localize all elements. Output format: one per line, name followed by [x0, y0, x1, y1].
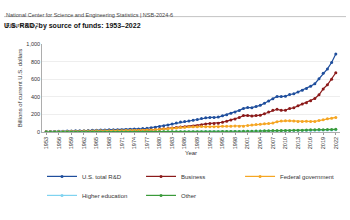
svg-text:Billions of current U.S. dolla: Billions of current U.S. dollars: [17, 49, 23, 128]
svg-text:0: 0: [37, 129, 40, 135]
svg-text:200: 200: [31, 111, 40, 117]
svg-text:400: 400: [31, 94, 40, 100]
svg-text:1980: 1980: [156, 137, 162, 149]
svg-text:1977: 1977: [144, 137, 150, 149]
svg-text:Federal government: Federal government: [280, 174, 334, 180]
svg-text:U.S. total R&D: U.S. total R&D: [82, 174, 122, 180]
svg-text:2007: 2007: [270, 137, 276, 149]
svg-text:2016: 2016: [307, 137, 313, 149]
svg-text:2022: 2022: [333, 137, 339, 149]
svg-text:1959: 1959: [68, 137, 74, 149]
svg-text:Year: Year: [185, 150, 197, 156]
svg-text:2019: 2019: [320, 137, 326, 149]
svg-text:1983: 1983: [169, 137, 175, 149]
svg-text:1956: 1956: [56, 137, 62, 149]
svg-text:2013: 2013: [295, 137, 301, 149]
svg-text:1998: 1998: [232, 137, 238, 149]
svg-text:800: 800: [31, 59, 40, 65]
svg-text:1971: 1971: [119, 137, 125, 149]
svg-text:1995: 1995: [219, 137, 225, 149]
svg-text:1968: 1968: [106, 137, 112, 149]
svg-text:Business: Business: [181, 174, 205, 180]
svg-text:1989: 1989: [194, 137, 200, 149]
svg-text:Higher education: Higher education: [82, 193, 127, 199]
svg-text:National Center for Science an: National Center for Science and Engineer…: [6, 12, 173, 18]
svg-text:2010: 2010: [282, 137, 288, 149]
svg-text:1,000: 1,000: [26, 41, 40, 47]
svg-text:1953: 1953: [43, 137, 49, 149]
svg-text:U.S. R&D, by source of funds:: U.S. R&D, by source of funds: 1953–2022: [4, 22, 141, 30]
svg-text:Other: Other: [181, 193, 196, 199]
svg-text:1974: 1974: [131, 137, 137, 149]
svg-text:1965: 1965: [93, 137, 99, 149]
svg-text:2001: 2001: [244, 137, 250, 149]
svg-text:2004: 2004: [257, 137, 263, 149]
svg-text:1962: 1962: [81, 137, 87, 149]
svg-text:Figure RD-2: Figure RD-2: [6, 22, 39, 28]
svg-text:1986: 1986: [181, 137, 187, 149]
svg-text:600: 600: [31, 76, 40, 82]
svg-text:1992: 1992: [207, 137, 213, 149]
